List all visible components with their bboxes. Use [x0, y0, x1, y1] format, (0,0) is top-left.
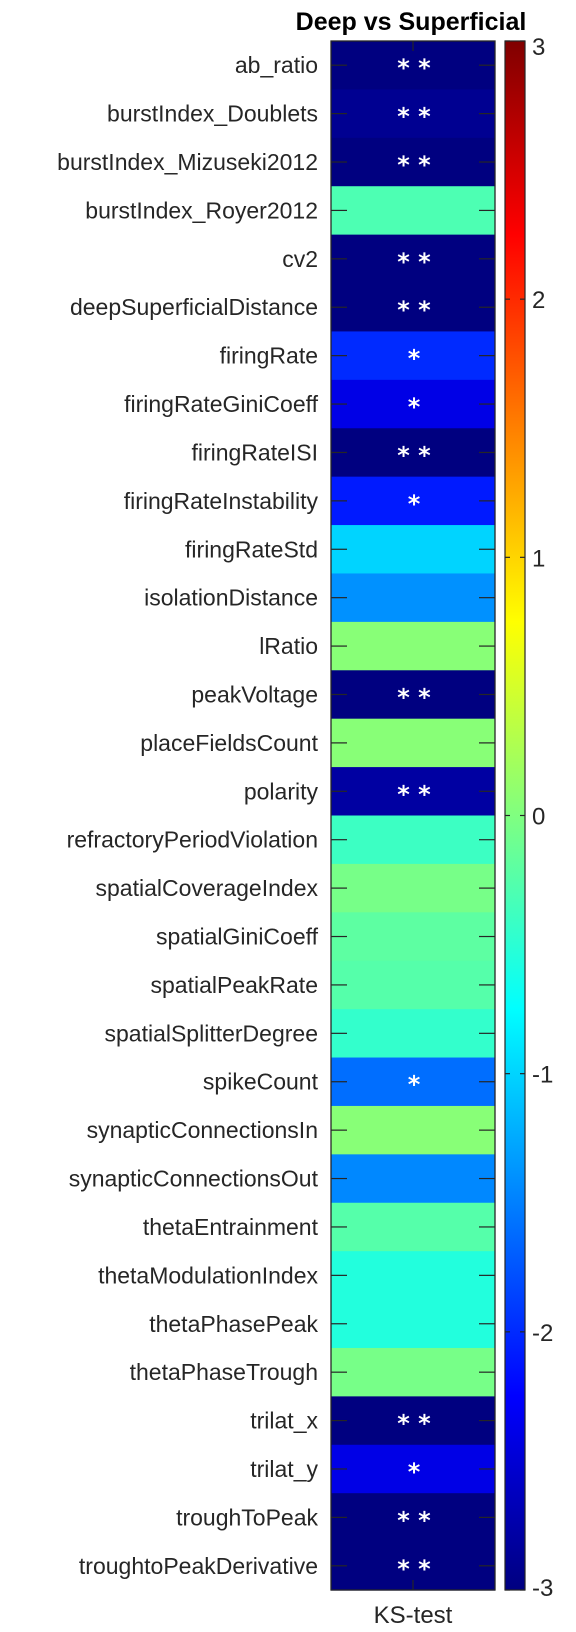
- heatmap-cell: [331, 670, 495, 720]
- row-label: peakVoltage: [191, 681, 318, 707]
- significance-marker: *: [408, 345, 421, 373]
- colorbar-tick-label: -1: [532, 1062, 553, 1089]
- row-label: ab_ratio: [235, 52, 318, 78]
- colorbar-tick-label: 3: [532, 34, 545, 61]
- colorbar-tick-label: -3: [532, 1575, 553, 1602]
- row-label: polarity: [244, 778, 319, 804]
- heatmap-cell: [331, 718, 495, 768]
- heatmap-cell: [331, 1444, 495, 1494]
- row-label: firingRateISI: [191, 439, 318, 465]
- row-label: spikeCount: [203, 1069, 319, 1095]
- significance-marker: * *: [397, 1506, 431, 1534]
- row-label: placeFieldsCount: [140, 730, 318, 756]
- row-label: troughToPeak: [176, 1504, 318, 1530]
- significance-marker: *: [408, 490, 421, 518]
- heatmap-cell: [331, 863, 495, 913]
- row-label: firingRate: [220, 343, 318, 369]
- row-label: thetaEntrainment: [143, 1214, 319, 1240]
- colorbar-tick-label: -2: [532, 1320, 553, 1347]
- row-label: trilat_y: [250, 1456, 318, 1482]
- row-label: refractoryPeriodViolation: [67, 827, 318, 853]
- heatmap-cell: [331, 525, 495, 575]
- heatmap-cell: [331, 1493, 495, 1543]
- heatmap-cell: [331, 815, 495, 865]
- row-label: lRatio: [259, 633, 318, 659]
- chart-title: Deep vs Superficial: [296, 8, 527, 36]
- heatmap-cell: [331, 912, 495, 962]
- heatmap-cell: [331, 1154, 495, 1204]
- heatmap-cell: [331, 428, 495, 478]
- heatmap-cell: [331, 379, 495, 429]
- row-label: firingRateGiniCoeff: [124, 391, 319, 417]
- row-label: spatialGiniCoeff: [156, 924, 319, 950]
- heatmap-cell: [331, 476, 495, 526]
- heatmap-cell: [331, 1057, 495, 1107]
- row-label: spatialSplitterDegree: [104, 1020, 318, 1046]
- significance-marker: * *: [397, 54, 431, 82]
- significance-marker: * *: [397, 1410, 431, 1438]
- colorbar-tick-label: 1: [532, 545, 545, 572]
- row-label: firingRateInstability: [124, 488, 319, 514]
- row-label: burstIndex_Royer2012: [85, 197, 318, 223]
- heatmap-cell: [331, 1105, 495, 1155]
- significance-marker: *: [408, 1458, 421, 1486]
- heatmap-cell: [331, 1009, 495, 1059]
- significance-marker: * *: [397, 780, 431, 808]
- significance-marker: * *: [397, 248, 431, 276]
- heatmap-cell: [331, 283, 495, 333]
- significance-marker: * *: [397, 441, 431, 469]
- heatmap-cell: [331, 137, 495, 187]
- heatmap-cell: [331, 186, 495, 236]
- colorbar: 3 2 1 0 -1 -2 -3: [504, 34, 553, 1602]
- significance-marker: *: [408, 1071, 421, 1099]
- heatmap-cell: [331, 234, 495, 284]
- heatmap-cell: [331, 621, 495, 671]
- significance-marker: * *: [397, 683, 431, 711]
- row-label: synapticConnectionsIn: [87, 1117, 318, 1143]
- row-label: firingRateStd: [185, 536, 318, 562]
- heatmap-cells: * * * * * * * * * * * * * * * * * * * * * * * * * * *: [331, 41, 495, 1591]
- row-label: synapticConnectionsOut: [69, 1166, 319, 1192]
- row-label: spatialPeakRate: [151, 972, 319, 998]
- heatmap-cell: [331, 573, 495, 623]
- row-label: isolationDistance: [144, 585, 318, 611]
- heatmap-cell: [331, 1347, 495, 1397]
- heatmap-cell: [331, 960, 495, 1010]
- row-label: cv2: [282, 246, 318, 272]
- row-label: thetaPhaseTrough: [130, 1359, 318, 1385]
- significance-marker: * *: [397, 1555, 431, 1583]
- heatmap-cell: [331, 767, 495, 817]
- significance-marker: * *: [397, 151, 431, 179]
- row-labels: ab_ratio burstIndex_Doublets burstIndex_Mi…: [57, 52, 318, 1579]
- row-label: spatialCoverageIndex: [96, 875, 319, 901]
- x-axis-label: KS-test: [374, 1602, 453, 1629]
- heatmap-cell: [331, 1251, 495, 1301]
- row-label: burstIndex_Mizuseki2012: [57, 149, 318, 175]
- axes-frame: [330, 40, 496, 1591]
- row-label: thetaModulationIndex: [98, 1262, 318, 1288]
- row-label: trilat_x: [250, 1408, 318, 1434]
- heatmap-cell: [331, 331, 495, 381]
- colorbar-tick-label: 2: [532, 287, 545, 314]
- significance-marker: * *: [397, 103, 431, 131]
- significance-marker: * *: [397, 296, 431, 324]
- row-label: thetaPhasePeak: [149, 1311, 318, 1337]
- heatmap-cell: [331, 1299, 495, 1349]
- row-label: troughtoPeakDerivative: [79, 1553, 318, 1579]
- row-label: burstIndex_Doublets: [107, 101, 318, 127]
- colorbar-tick-label: 0: [532, 804, 545, 831]
- heatmap-cell: [331, 1396, 495, 1446]
- heatmap-cell: [331, 89, 495, 139]
- row-label: deepSuperficialDistance: [70, 294, 318, 320]
- heatmap-cell: [331, 1202, 495, 1252]
- significance-marker: *: [408, 393, 421, 421]
